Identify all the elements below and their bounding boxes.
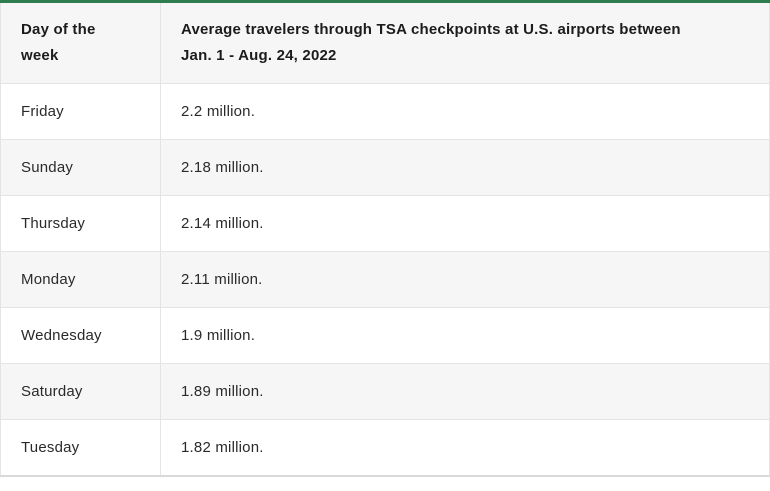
col-header-day-line2: week bbox=[21, 47, 59, 64]
value-cell: 1.89 million. bbox=[160, 363, 770, 420]
col-header-average-line1: Average travelers through TSA checkpoint… bbox=[181, 21, 681, 38]
table-row: Sunday 2.18 million. bbox=[0, 139, 770, 196]
col-header-day-line1: Day of the bbox=[21, 21, 96, 38]
table-row: Friday 2.2 million. bbox=[0, 83, 770, 140]
day-cell: Wednesday bbox=[0, 307, 161, 364]
header-row: Day of the week Average travelers throug… bbox=[0, 1, 770, 84]
table-row: Monday 2.11 million. bbox=[0, 251, 770, 308]
table-row: Saturday 1.89 million. bbox=[0, 363, 770, 420]
value-cell: 2.18 million. bbox=[160, 139, 770, 196]
value-cell: 1.82 million. bbox=[160, 419, 770, 476]
day-cell: Monday bbox=[0, 251, 161, 308]
tsa-travelers-table: Day of the week Average travelers throug… bbox=[0, 0, 770, 477]
day-cell: Saturday bbox=[0, 363, 161, 420]
col-header-day: Day of the week bbox=[0, 1, 161, 84]
value-cell: 2.14 million. bbox=[160, 195, 770, 252]
table-row: Wednesday 1.9 million. bbox=[0, 307, 770, 364]
day-cell: Sunday bbox=[0, 139, 161, 196]
value-cell: 2.11 million. bbox=[160, 251, 770, 308]
table-row: Thursday 2.14 million. bbox=[0, 195, 770, 252]
value-cell: 2.2 million. bbox=[160, 83, 770, 140]
value-cell: 1.9 million. bbox=[160, 307, 770, 364]
day-cell: Friday bbox=[0, 83, 161, 140]
col-header-average-line2: Jan. 1 - Aug. 24, 2022 bbox=[181, 47, 337, 64]
table-row: Tuesday 1.82 million. bbox=[0, 419, 770, 476]
day-cell: Tuesday bbox=[0, 419, 161, 476]
day-cell: Thursday bbox=[0, 195, 161, 252]
col-header-average: Average travelers through TSA checkpoint… bbox=[160, 1, 770, 84]
